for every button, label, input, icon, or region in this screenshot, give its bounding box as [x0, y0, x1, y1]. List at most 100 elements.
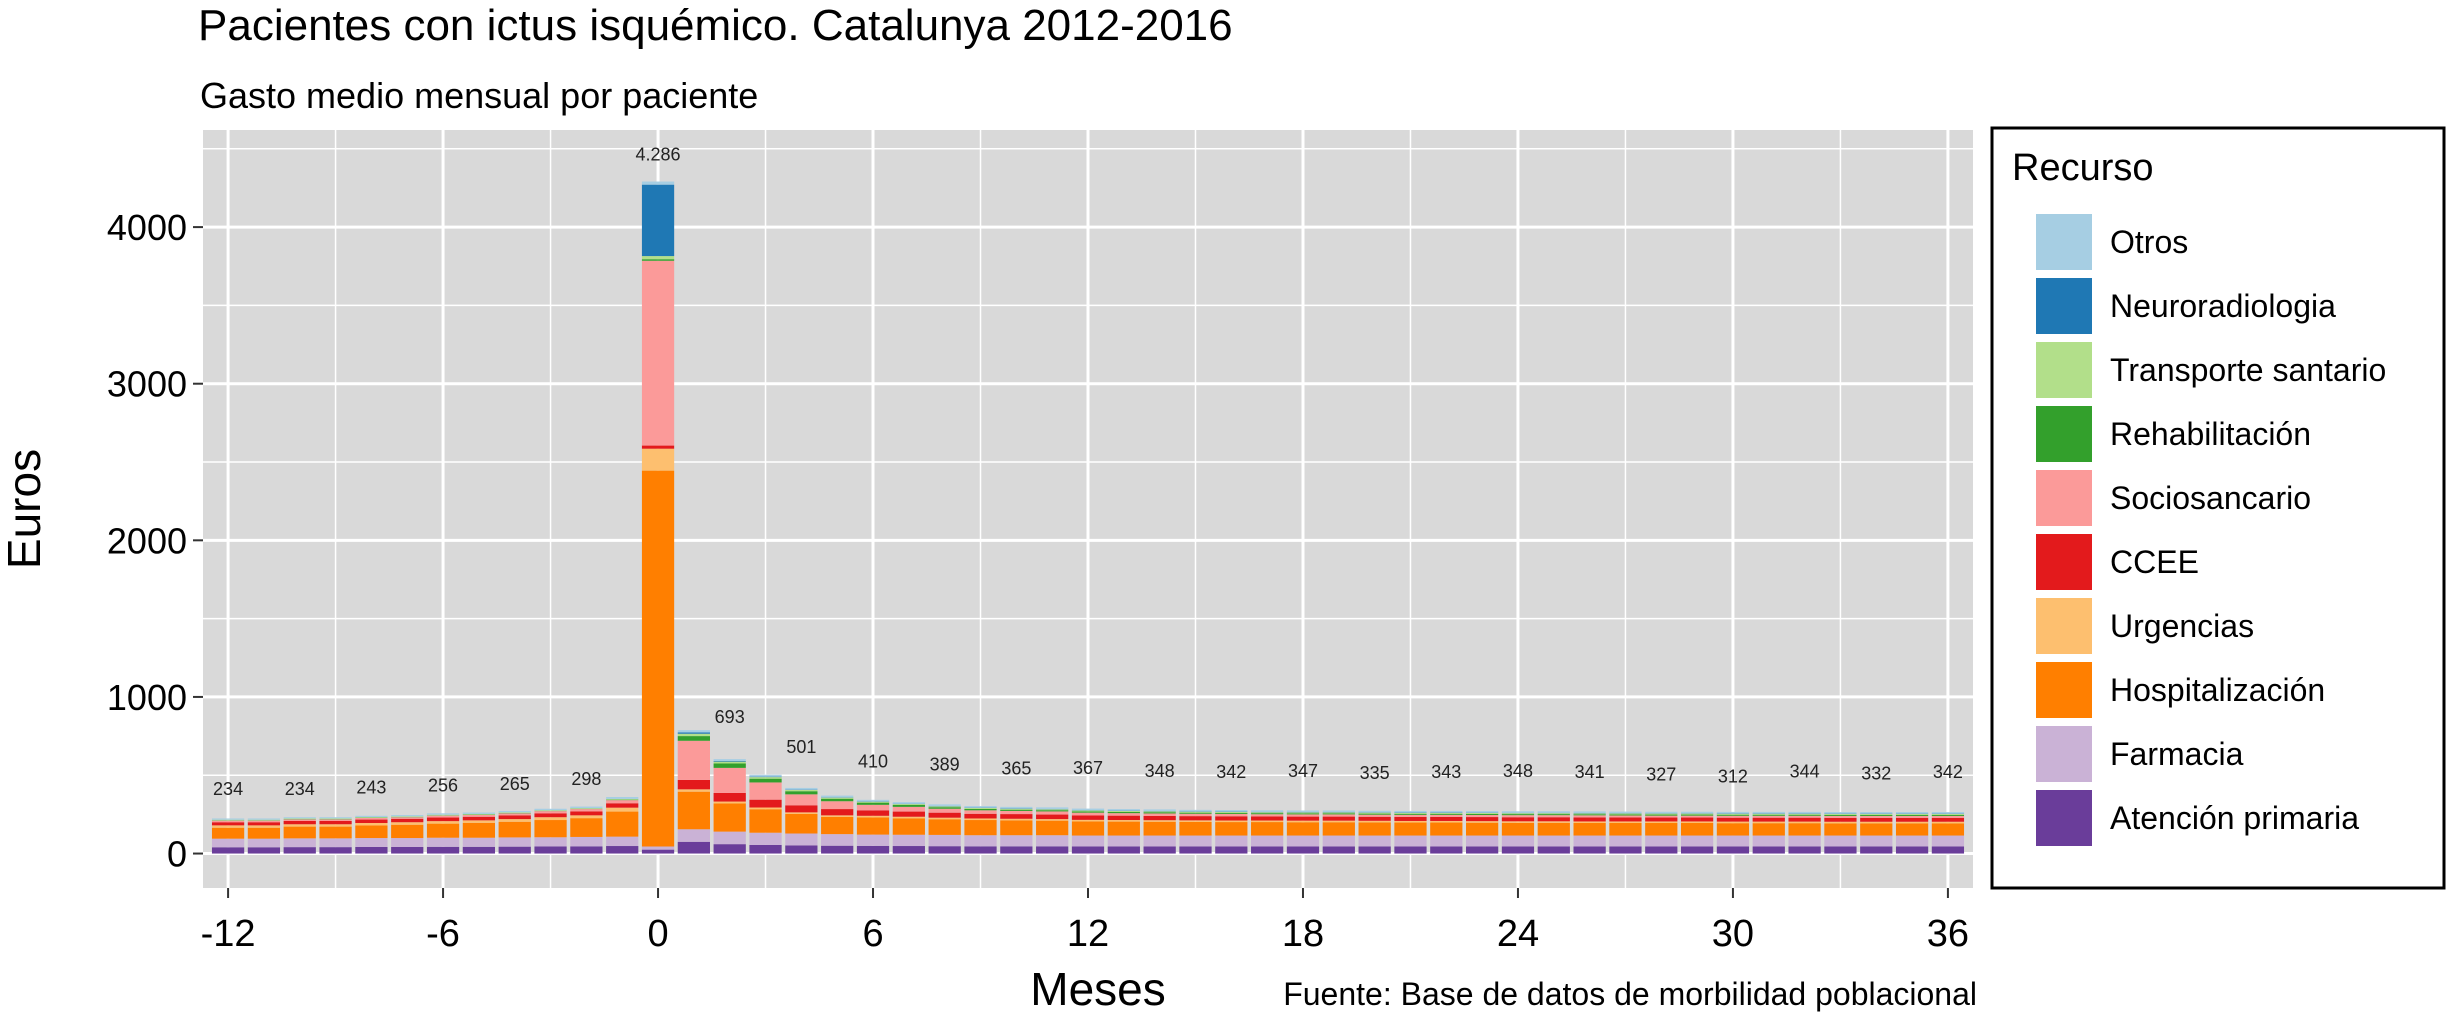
- bar-segment: [678, 842, 710, 854]
- bar-segment: [1000, 811, 1032, 814]
- bar-segment: [1179, 812, 1211, 813]
- bar-segment: [1573, 846, 1605, 853]
- bar-segment: [355, 838, 387, 847]
- x-tick-label: 18: [1282, 913, 1324, 955]
- bar-segment: [642, 182, 674, 185]
- bar-segment: [1573, 815, 1605, 817]
- bar-segment: [857, 800, 889, 802]
- bar-segment: [427, 815, 459, 816]
- bar-segment: [964, 809, 996, 810]
- bar-segment: [1287, 817, 1319, 821]
- bar-segment: [1717, 822, 1749, 824]
- total-label: 298: [571, 769, 601, 789]
- bar-segment: [964, 808, 996, 809]
- bar-segment: [355, 820, 387, 823]
- bar-segment: [1359, 821, 1391, 823]
- bar-segment: [893, 802, 925, 804]
- bar-segment: [1609, 815, 1641, 817]
- bar-segment: [1932, 814, 1964, 815]
- bar-segment: [857, 805, 889, 810]
- bar-segment: [1430, 813, 1462, 814]
- bar-segment: [248, 825, 280, 827]
- bar-segment: [1036, 809, 1068, 810]
- bar-segment: [1000, 814, 1032, 819]
- bar-segment: [1323, 822, 1355, 835]
- bar-segment: [1538, 814, 1570, 815]
- bar-segment: [1788, 846, 1820, 853]
- bar-segment: [1251, 836, 1283, 847]
- bar-segment: [893, 817, 925, 819]
- legend-swatch: [2036, 278, 2092, 334]
- bar-segment: [642, 259, 674, 261]
- bar-segment: [785, 790, 817, 791]
- bar-segment: [1753, 816, 1785, 818]
- bar-segment: [1036, 811, 1068, 814]
- bar-segment: [1179, 814, 1211, 816]
- bar-segment: [1036, 819, 1068, 821]
- bar-segment: [355, 847, 387, 854]
- bar-segment: [785, 814, 817, 834]
- bar-segment: [1108, 836, 1140, 847]
- bar-segment: [1072, 815, 1104, 819]
- bar-segment: [1788, 814, 1820, 815]
- bar-segment: [1000, 807, 1032, 809]
- bar-segment: [355, 823, 387, 826]
- total-label: 234: [285, 779, 315, 799]
- bar-segment: [929, 809, 961, 813]
- bar-segment: [248, 820, 280, 821]
- total-label: 693: [715, 707, 745, 727]
- bar-segment: [1502, 823, 1534, 836]
- bar-segment: [749, 800, 781, 808]
- bar-segment: [463, 838, 495, 847]
- total-label: 342: [1933, 762, 1963, 782]
- bar-segment: [1824, 814, 1856, 815]
- bar-segment: [427, 816, 459, 818]
- bar-segment: [1824, 846, 1856, 853]
- bar-segment: [1466, 836, 1498, 847]
- y-tick-label: 1000: [107, 677, 187, 718]
- bar-segment: [1824, 823, 1856, 835]
- bar-segment: [1645, 814, 1677, 815]
- bar-segment: [1573, 821, 1605, 823]
- x-tick-label: -12: [201, 913, 256, 955]
- bar-segment: [284, 824, 316, 826]
- bar-segment: [1502, 813, 1534, 814]
- bar-segment: [1323, 846, 1355, 853]
- bar-segment: [929, 813, 961, 818]
- bar-segment: [1681, 818, 1713, 822]
- bar-segment: [1144, 812, 1176, 813]
- bar-segment: [1215, 810, 1247, 812]
- bar-segment: [1609, 846, 1641, 853]
- bar-segment: [248, 818, 280, 819]
- bar-segment: [1717, 814, 1749, 815]
- bar-segment: [1430, 836, 1462, 847]
- bar-segment: [642, 261, 674, 446]
- bar-segment: [1215, 846, 1247, 853]
- bar-segment: [1251, 814, 1283, 816]
- bar-segment: [1430, 815, 1462, 817]
- total-label: 342: [1216, 762, 1246, 782]
- bar-segment: [678, 789, 710, 791]
- bar-segment: [1717, 846, 1749, 853]
- bar-segment: [1681, 814, 1713, 815]
- bar-segment: [248, 839, 280, 848]
- total-label: 335: [1360, 763, 1390, 783]
- bar-segment: [785, 805, 817, 812]
- bar-segment: [1394, 846, 1426, 853]
- bar-segment: [1609, 823, 1641, 836]
- bar-segment: [1502, 821, 1534, 823]
- bar-segment: [1287, 812, 1319, 813]
- bar-segment: [284, 817, 316, 818]
- bar-segment: [1323, 812, 1355, 813]
- bar-segment: [1538, 823, 1570, 836]
- bar-segment: [248, 847, 280, 853]
- bar-segment: [714, 793, 746, 802]
- bar-segment: [1609, 817, 1641, 821]
- bar-segment: [1394, 811, 1426, 813]
- bar-segment: [1000, 820, 1032, 835]
- bar-segment: [821, 809, 853, 815]
- bar-segment: [678, 730, 710, 732]
- bar-segment: [1788, 836, 1820, 847]
